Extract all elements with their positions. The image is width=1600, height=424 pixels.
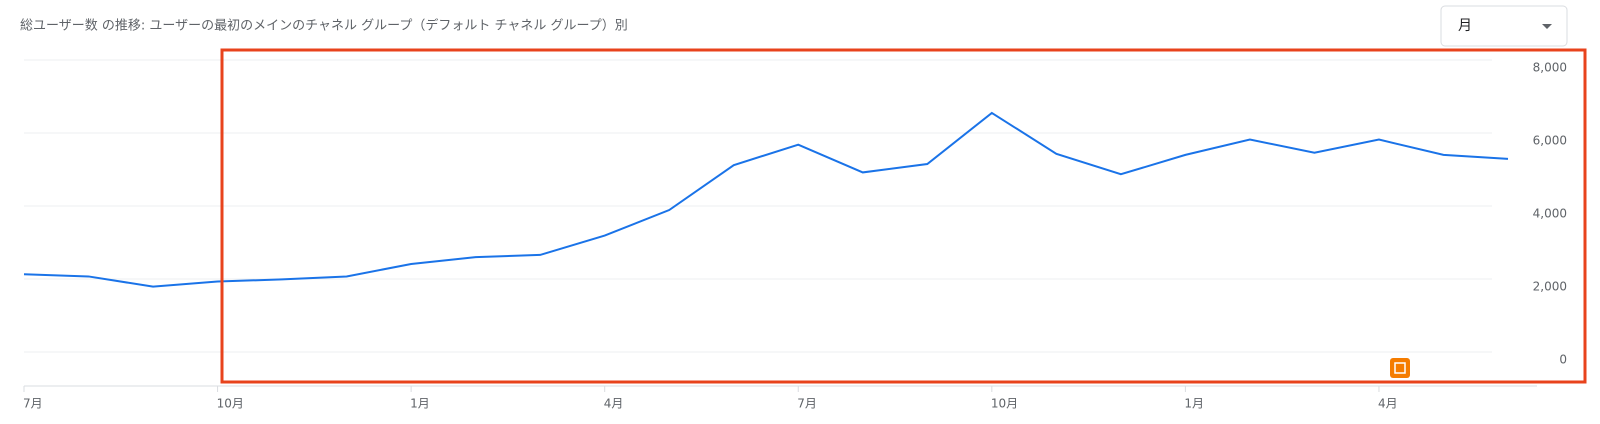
dropdown-arrow <box>1542 24 1552 29</box>
y-tick-label: 6,000 <box>1533 134 1567 148</box>
annotation-icon-glyph <box>1394 362 1406 374</box>
annotation-icon[interactable] <box>1390 358 1410 378</box>
x-tick-label: 1月 <box>1184 397 1204 411</box>
y-tick-label: 0 <box>1559 353 1567 367</box>
x-tick-label: 10月 <box>991 397 1018 411</box>
y-tick-label: 8,000 <box>1533 61 1567 75</box>
x-tick-label: 10月 <box>217 397 244 411</box>
x-tick-label: 7月 <box>797 397 817 411</box>
y-tick-label: 2,000 <box>1533 280 1567 294</box>
chart-title: 総ユーザー数 の推移: ユーザーの最初のメインのチャネル グループ（デフォルト … <box>20 18 628 34</box>
x-tick-label: 4月 <box>1378 397 1398 411</box>
series-line <box>23 111 1509 288</box>
y-tick-label: 4,000 <box>1533 207 1567 221</box>
x-tick-label: 1月 <box>410 397 430 411</box>
highlight-box <box>220 48 1587 384</box>
x-tick-label: 4月 <box>604 397 624 411</box>
dropdown-label: 月 <box>1458 18 1472 34</box>
period-dropdown[interactable] <box>1440 5 1568 47</box>
x-tick-label: 7月 <box>23 397 43 411</box>
